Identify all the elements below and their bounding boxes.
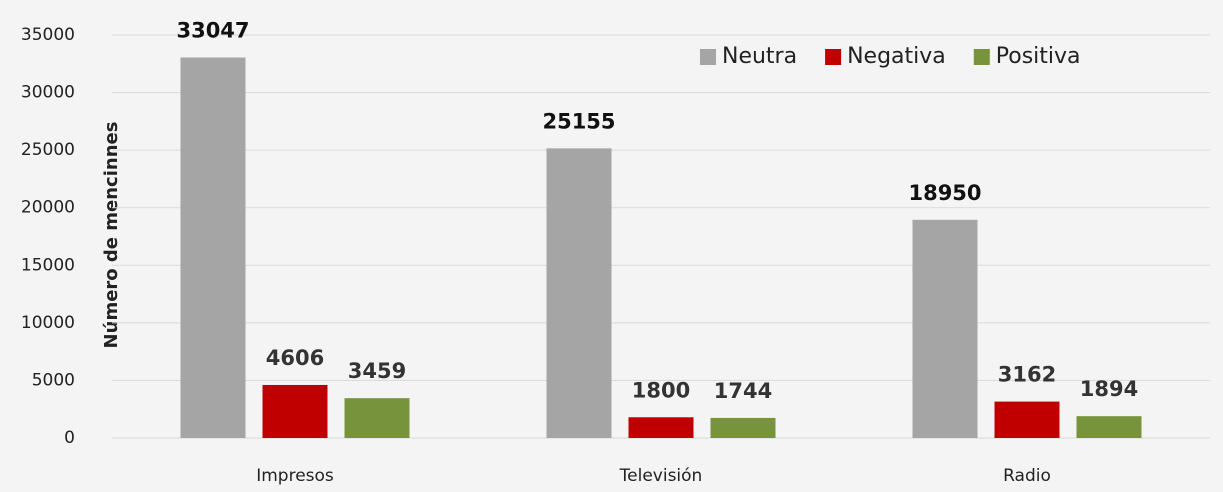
y-tick-label: 15000 [21,255,75,275]
y-tick-label: 5000 [32,370,75,390]
bar [546,148,612,438]
data-label: 25155 [542,109,615,133]
data-label: 3162 [998,363,1056,387]
data-label: 1744 [714,379,772,403]
legend-swatch [700,49,716,65]
x-tick-label: Impresos [256,466,334,486]
bar [180,57,246,439]
bar [262,384,328,438]
y-tick-label: 20000 [21,198,75,218]
data-label: 1894 [1080,377,1138,401]
bar [628,417,694,438]
bar [344,398,410,438]
y-tick-label: 30000 [21,83,75,103]
data-label: 3459 [348,359,406,383]
y-tick-label: 10000 [21,313,75,333]
data-label: 33047 [176,18,249,42]
y-tick-label: 0 [64,428,75,448]
data-label: 4606 [266,346,324,370]
legend-label: Positiva [996,44,1081,69]
x-tick-label: Televisión [619,466,703,486]
legend-label: Negativa [847,44,946,69]
bar [994,401,1060,438]
bar [710,417,776,438]
bar [1076,416,1142,438]
data-label: 1800 [632,378,690,402]
legend-swatch [973,49,990,65]
legend-swatch [825,49,842,65]
bar [912,219,978,438]
data-label: 18950 [908,181,981,205]
y-tick-label: 35000 [21,25,75,45]
x-tick-label: Radio [1003,466,1051,486]
y-tick-label: 25000 [21,140,75,160]
legend-label: Neutra [722,44,797,69]
y-axis-label: Número de mencinnes [101,122,122,349]
